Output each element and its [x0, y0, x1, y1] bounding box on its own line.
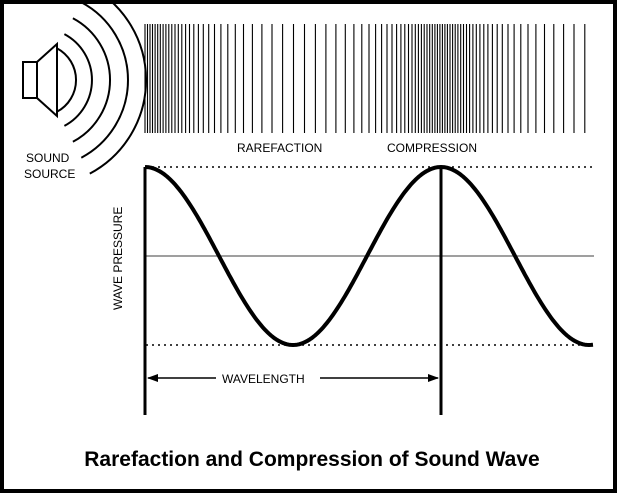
sound-arc [56, 47, 78, 113]
wave-curve [144, 165, 594, 347]
wavelength-arrow [147, 374, 439, 382]
wavelength-arrow-right-head [428, 374, 439, 382]
speaker-cone [36, 41, 58, 119]
speaker-body [22, 61, 38, 99]
sound-source-label-line2: SOURCE [24, 167, 75, 181]
speaker-icon [22, 41, 58, 119]
sound-source-label-line1: SOUND [26, 151, 70, 165]
wavelength-label: WAVELENGTH [222, 372, 305, 386]
wavelength-arrow-left-head [147, 374, 158, 382]
y-axis-label: WAVE PRESSURE [111, 207, 125, 310]
rarefaction-label: RAREFACTION [237, 141, 322, 155]
sound-arc [80, 1, 129, 159]
compression-label: COMPRESSION [387, 141, 477, 155]
sound-arc [72, 17, 112, 143]
sound-arcs [56, 0, 147, 175]
diagram-title: Rarefaction and Compression of Sound Wav… [84, 448, 539, 471]
pressure-lines [144, 24, 586, 133]
sound-arc [89, 0, 147, 175]
sound-arc [63, 33, 93, 127]
